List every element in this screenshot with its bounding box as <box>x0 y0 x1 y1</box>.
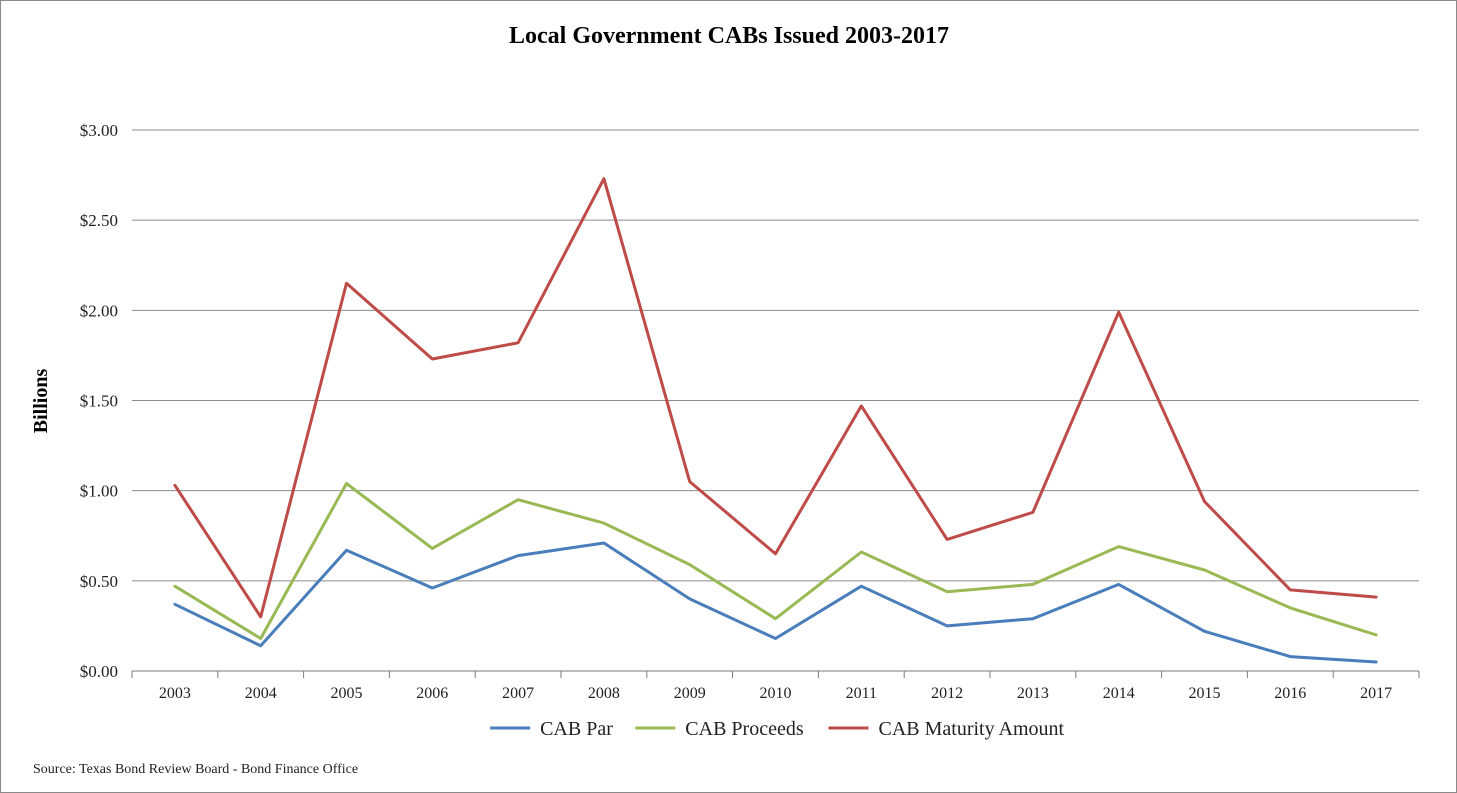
y-tick-label: $1.50 <box>80 392 118 411</box>
grid-layer <box>132 129 1419 582</box>
chart-title: Local Government CABs Issued 2003-2017 <box>509 23 949 49</box>
x-tick-label: 2005 <box>331 685 363 702</box>
x-tick-label: 2007 <box>502 685 534 702</box>
x-tick-label: 2013 <box>1017 685 1049 702</box>
x-tick-label: 2015 <box>1189 685 1221 702</box>
legend: CAB Par CAB Proceeds CAB Maturity Amount <box>490 718 1065 740</box>
y-tick-label: $1.00 <box>80 482 118 501</box>
y-tick-label: $2.00 <box>80 301 118 320</box>
series-line-cab-maturity-amount <box>173 177 1378 619</box>
x-tick-label: 2004 <box>245 685 277 702</box>
y-axis-label: Billions <box>30 369 52 434</box>
x-tick-label: 2010 <box>760 685 792 702</box>
legend-label: CAB Par <box>540 718 613 740</box>
y-tick-label: $2.50 <box>80 211 118 230</box>
legend-label: CAB Proceeds <box>685 718 804 740</box>
source-note: Source: Texas Bond Review Board - Bond F… <box>33 762 358 777</box>
legend-label: CAB Maturity Amount <box>879 718 1065 740</box>
y-tick-label: $0.50 <box>80 572 118 591</box>
x-tick-label: 2011 <box>846 685 877 702</box>
y-tick-label: $0.00 <box>80 662 118 681</box>
x-tick-label: 2014 <box>1103 685 1135 702</box>
x-tick-label: 2009 <box>674 685 706 702</box>
series-line-cab-proceeds <box>173 482 1378 640</box>
x-tick-label: 2017 <box>1360 685 1392 702</box>
x-tick-label: 2003 <box>159 685 191 702</box>
y-tick-label: $3.00 <box>80 121 118 140</box>
x-tick-label: 2012 <box>931 685 963 702</box>
axis-layer: $0.00 $0.50 $1.00 $1.50 $2.00 $2.50 $3.00 2003 2… <box>80 121 1420 702</box>
series-layer <box>173 177 1378 664</box>
x-tick-label: 2006 <box>416 685 448 702</box>
x-tick-label: 2008 <box>588 685 620 702</box>
x-tick-label: 2016 <box>1274 685 1306 702</box>
series-line-cab-par <box>173 541 1378 664</box>
